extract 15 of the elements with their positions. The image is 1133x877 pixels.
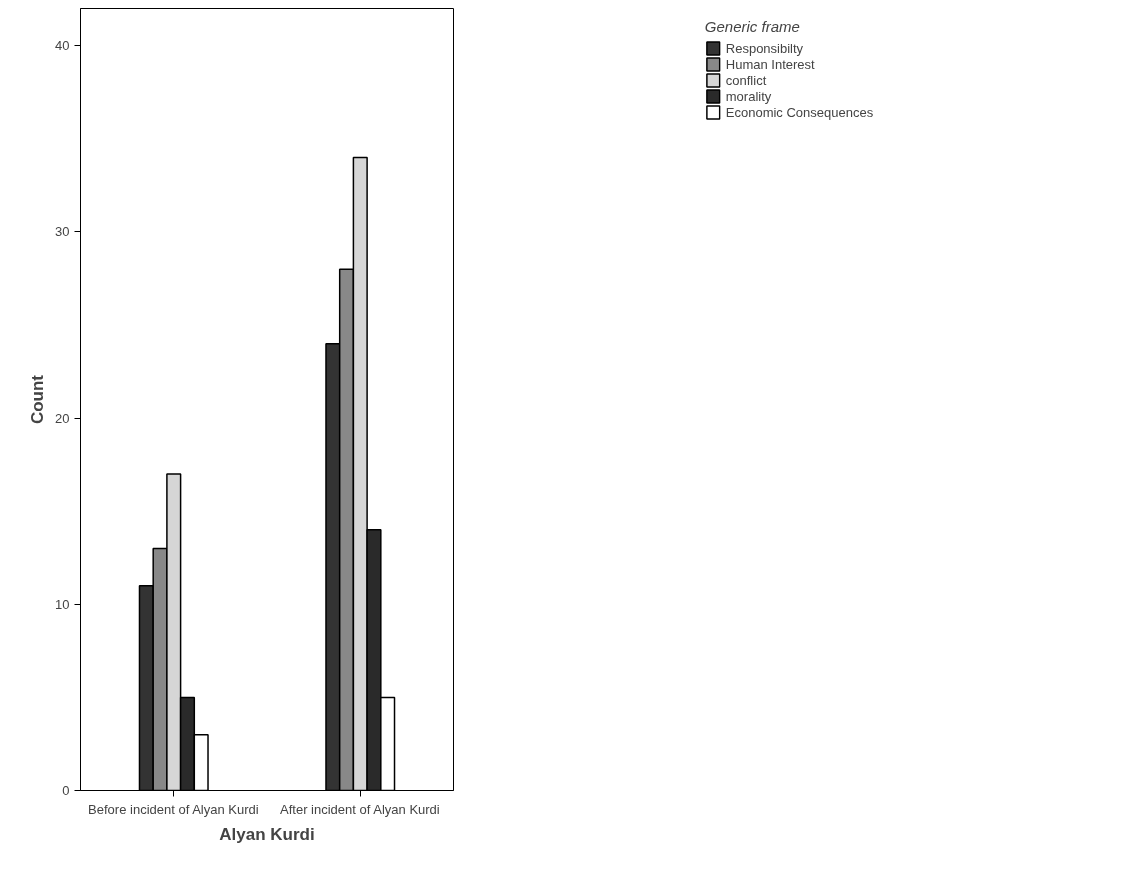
legend-label: conflict: [725, 72, 767, 88]
y-tick-label: 40: [55, 38, 70, 54]
x-axis-title: Alyan Kurdi: [219, 824, 315, 844]
x-tick-label: After incident of Alyan Kurdi: [280, 801, 440, 817]
y-axis-title: Count: [28, 374, 48, 425]
legend-label: Responsibilty: [725, 40, 804, 56]
y-tick-label: 0: [62, 783, 70, 798]
y-tick-label: 20: [55, 410, 70, 426]
legend-label: Economic Consequences: [725, 104, 874, 120]
legend-title: Generic frame: [704, 18, 801, 35]
x-tick-label: Before incident of Alyan Kurdi: [88, 801, 259, 817]
legend-label: Human Interest: [725, 56, 815, 72]
y-tick-label: 30: [55, 224, 70, 240]
y-tick-label: 10: [55, 596, 70, 612]
legend-label: morality: [725, 88, 772, 104]
